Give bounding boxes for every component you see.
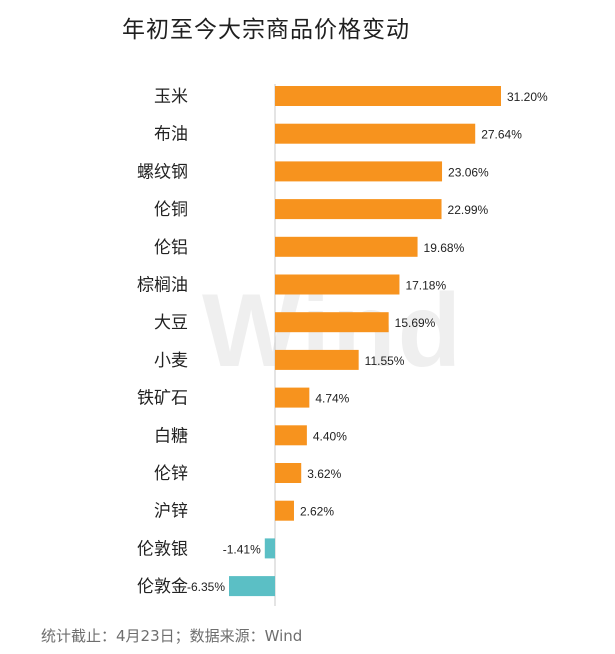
value-label: -6.35% <box>187 580 225 594</box>
bar <box>275 161 443 182</box>
category-label: 伦敦银 <box>137 539 188 559</box>
chart-title: 年初至今大宗商品价格变动 <box>122 17 410 43</box>
category-label: 玉米 <box>154 87 188 107</box>
category-label: 伦敦金 <box>137 577 188 597</box>
value-label: 27.64% <box>481 128 522 142</box>
value-label: 17.18% <box>405 279 446 293</box>
bar <box>275 199 442 220</box>
value-label: 3.62% <box>307 467 341 481</box>
category-label: 布油 <box>154 125 188 145</box>
category-label: 伦铜 <box>154 200 188 220</box>
bar <box>275 387 310 408</box>
bar <box>275 274 400 295</box>
value-label: 31.20% <box>507 90 548 104</box>
category-label: 铁矿石 <box>137 389 188 409</box>
bar <box>229 576 275 597</box>
category-label: 大豆 <box>154 313 188 333</box>
bar <box>275 349 359 370</box>
value-label: 2.62% <box>300 505 334 519</box>
value-label: 22.99% <box>448 203 489 217</box>
value-label: 11.55% <box>365 354 405 368</box>
bar <box>275 123 476 144</box>
value-label: -1.41% <box>223 542 261 556</box>
bar <box>275 86 501 106</box>
category-label: 伦铝 <box>154 238 188 258</box>
bar <box>264 538 275 559</box>
value-label: 4.74% <box>315 392 349 406</box>
category-label: 白糖 <box>154 426 188 446</box>
bar <box>275 463 302 483</box>
category-label: 沪锌 <box>154 502 188 522</box>
category-label: 小麦 <box>154 351 188 371</box>
bar <box>275 500 294 521</box>
bar <box>275 425 307 446</box>
category-label: 螺纹钢 <box>137 162 188 182</box>
value-label: 19.68% <box>424 241 465 255</box>
value-label: 15.69% <box>395 316 436 330</box>
bar <box>275 236 418 257</box>
bar <box>275 312 389 333</box>
value-label: 4.40% <box>313 429 347 443</box>
source-footnote: 统计截止：4月23日；数据来源：Wind <box>41 627 303 645</box>
value-label: 23.06% <box>448 165 489 179</box>
category-label: 伦锌 <box>154 464 188 484</box>
category-label: 棕榈油 <box>137 276 188 296</box>
